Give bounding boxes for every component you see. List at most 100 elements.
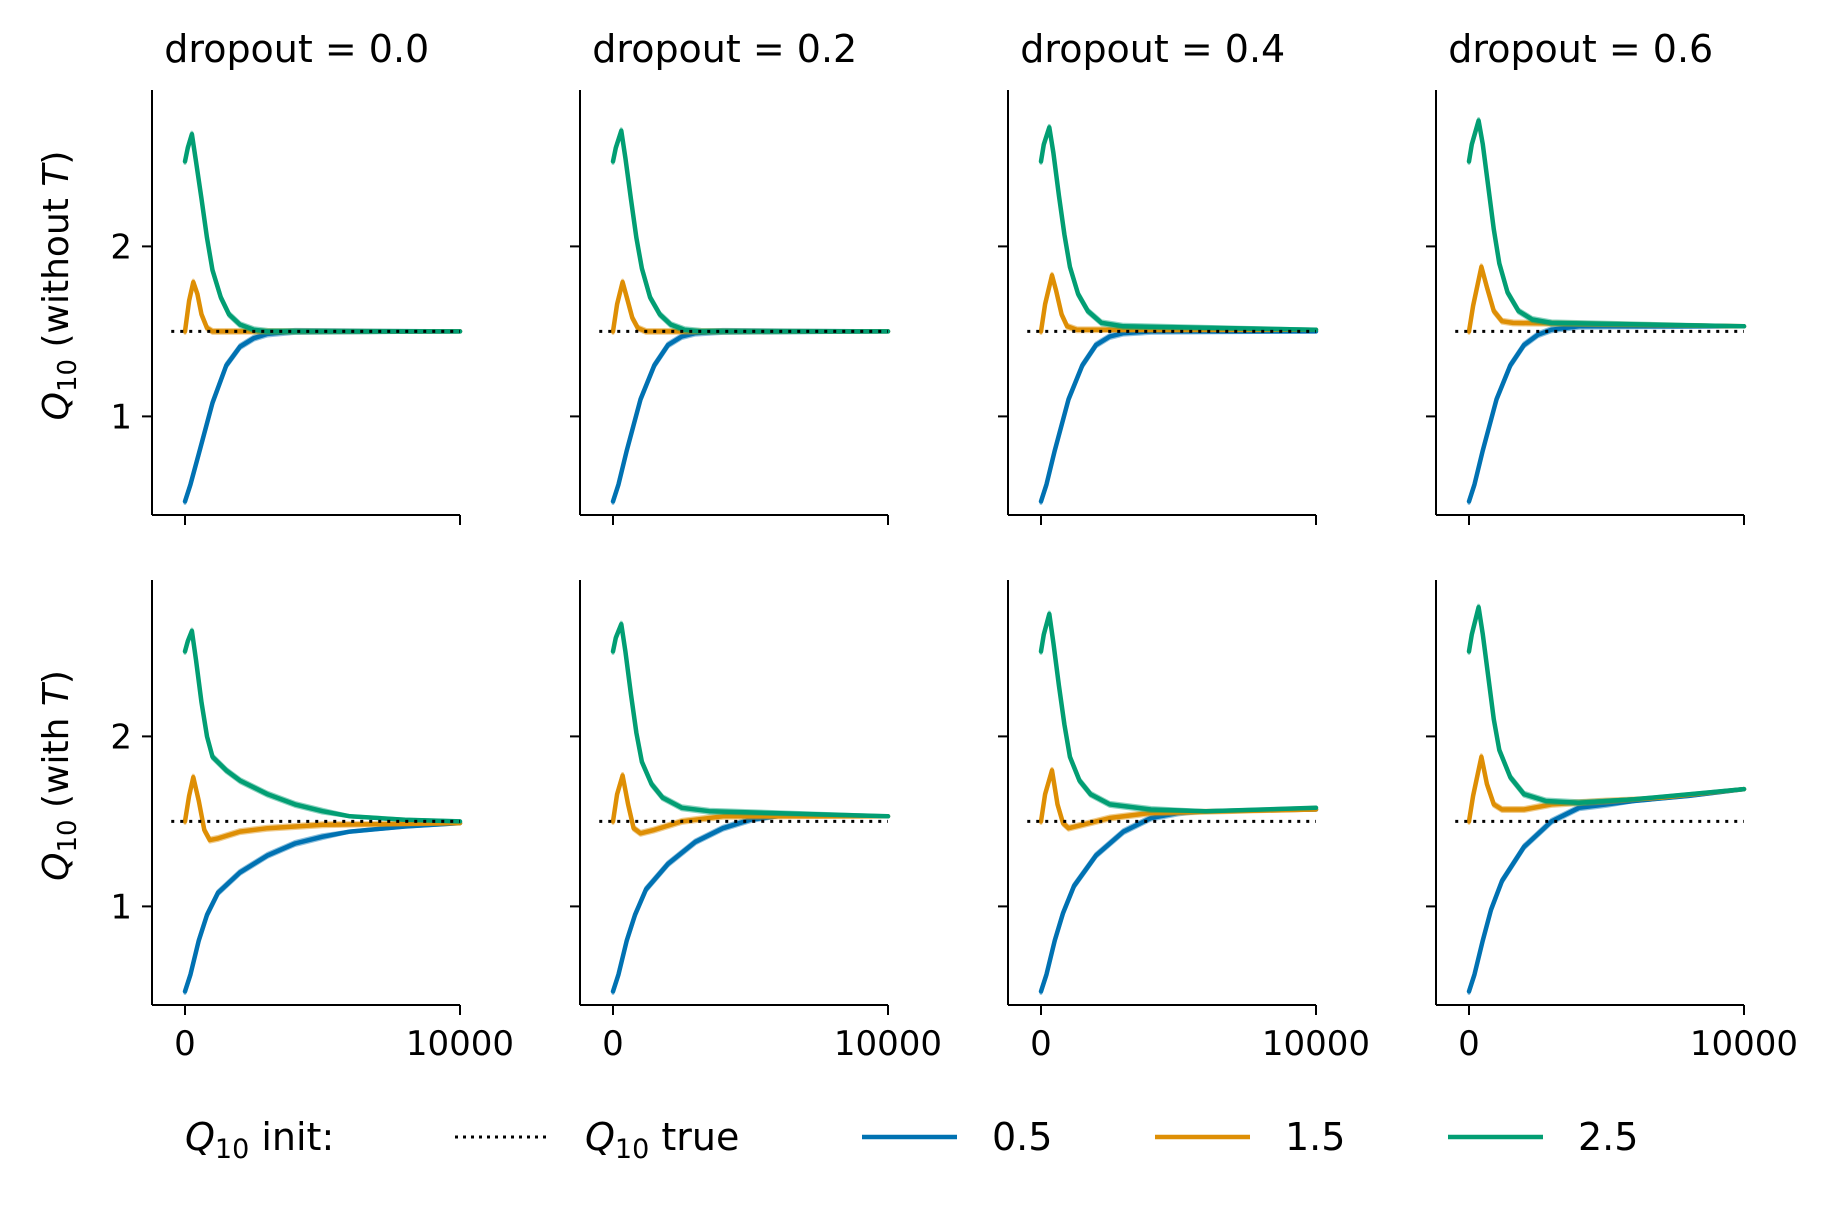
series-line-0.5 [1466,786,1747,994]
legend-item-2.5: 2.5 [1448,1115,1638,1159]
legend-item-true: Q10 true [455,1115,739,1165]
series-line-1.5 [1039,271,1318,331]
panel-r1-c3: 0 10000 [1426,580,1798,1064]
x-tick-label: 10000 [1690,1024,1798,1064]
series-line-0.5 [611,815,890,995]
series-line-1.5 [1038,768,1319,831]
series-line-2.5 [182,628,463,824]
series-line-2.5 [610,128,891,334]
series-line-1.5 [611,278,890,333]
legend-label: 2.5 [1578,1115,1638,1159]
panel-r0-c0: 12 [110,90,463,525]
series-line-0.5 [1039,808,1318,995]
series-line-1.5 [1039,766,1318,828]
x-tick-label: 10000 [834,1024,942,1064]
series-line-2.5 [183,631,462,824]
legend-label: 0.5 [992,1115,1052,1159]
x-tick-label: 0 [174,1024,196,1064]
series-line-1.5 [182,774,463,843]
series-line-2.5 [182,131,463,334]
series-line-1.5 [611,772,890,833]
legend-title: Q10 init: [185,1115,334,1165]
legend-label: 1.5 [1285,1115,1345,1159]
panel-lines [1466,117,1747,505]
series-line-0.5 [610,329,891,504]
panel-lines [610,127,891,505]
row-ylabel: Q10 (without T) [36,151,83,421]
legend-item-0.5: 0.5 [862,1115,1052,1159]
row-ylabel: Q10 (with T) [36,670,83,881]
series-line-1.5 [1466,264,1747,334]
panel-r0-c2 [998,90,1319,525]
series-line-0.5 [1467,322,1746,501]
series-line-0.5 [182,329,463,504]
x-tick-label: 0 [602,1024,624,1064]
series-line-2.5 [1467,603,1746,803]
series-line-1.5 [182,279,463,334]
series-line-1.5 [1466,754,1747,824]
panel-lines [1038,610,1319,995]
x-tick-label: 0 [1030,1024,1052,1064]
y-tick-label: 2 [110,717,132,757]
panel-r0-c3 [1426,90,1747,525]
x-tick-label: 0 [1458,1024,1480,1064]
series-line-2.5 [1466,604,1747,805]
series-line-1.5 [1038,273,1319,334]
x-tick-label: 10000 [1262,1024,1370,1064]
x-tick-label: 10000 [406,1024,514,1064]
series-line-1.5 [610,773,891,836]
series-line-0.5 [1039,807,1318,991]
y-tick-label: 1 [110,887,132,927]
series-line-1.5 [183,278,462,333]
column-title: dropout = 0.0 [164,27,429,71]
panel-r0-c1 [570,90,891,525]
series-line-2.5 [183,130,462,333]
series-line-1.5 [1467,263,1746,331]
column-title: dropout = 0.6 [1448,27,1713,71]
series-line-0.5 [183,330,462,505]
column-title: dropout = 0.2 [592,27,857,71]
series-line-0.5 [1466,324,1747,504]
column-title: dropout = 0.4 [1020,27,1285,71]
panel-lines [1466,603,1747,995]
series-line-0.5 [610,814,891,994]
legend-item-1.5: 1.5 [1155,1115,1345,1159]
series-line-0.5 [611,814,890,991]
series-line-2.5 [1467,117,1746,328]
y-tick-label: 2 [110,227,132,267]
legend-label-true: Q10 true [585,1115,739,1165]
series-line-0.5 [183,327,462,501]
series-line-0.5 [1039,327,1318,501]
series-line-2.5 [610,621,891,819]
series-line-0.5 [1467,325,1746,505]
y-tick-label: 1 [110,397,132,437]
series-line-2.5 [183,627,462,823]
series-line-0.5 [1039,330,1318,505]
panel-r1-c2: 0 10000 [998,580,1370,1064]
series-line-2.5 [1039,123,1318,331]
series-line-0.5 [183,822,462,995]
series-line-0.5 [611,327,890,501]
series-line-0.5 [1467,787,1746,991]
panel-lines [182,130,463,505]
series-line-0.5 [611,330,890,505]
panel-r1-c0: 1 2 0 10000 [110,580,514,1064]
column-titles: dropout = 0.0 dropout = 0.2 dropout = 0.4 d… [164,27,1713,71]
series-line-2.5 [1038,611,1319,814]
series-line-2.5 [1038,125,1319,332]
panel-r1-c1: 0 10000 [570,580,942,1064]
panel-lines [1038,123,1319,505]
series-line-0.5 [1038,807,1319,994]
panel-lines [610,620,891,995]
legend: Q10 init: Q10 true 0.5 1.5 2.5 [185,1115,1638,1165]
series-line-2.5 [611,127,890,333]
series-line-2.5 [1466,118,1747,329]
panel-lines [182,627,463,995]
series-line-0.5 [1038,329,1319,504]
series-line-2.5 [1039,610,1318,813]
series-line-0.5 [182,820,463,994]
series-line-0.5 [183,821,462,991]
series-line-2.5 [611,620,890,818]
